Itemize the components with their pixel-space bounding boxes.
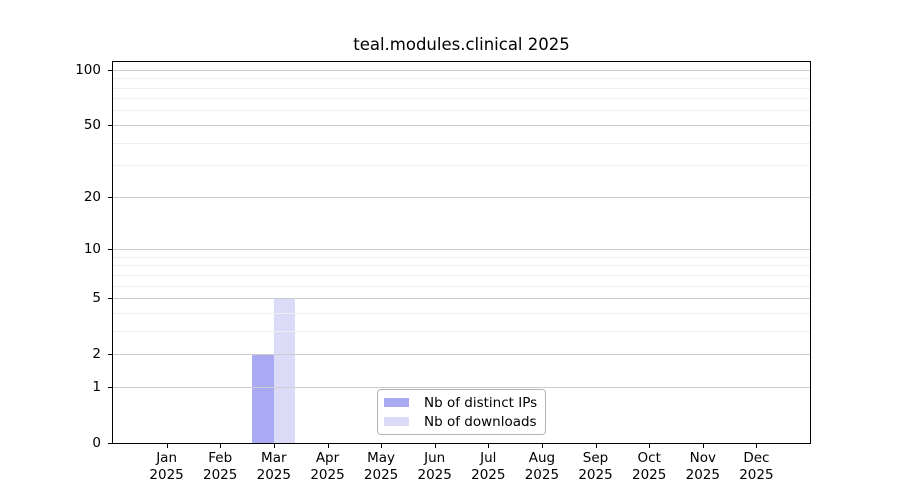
gridline-y-80 [113,87,810,89]
x-tick-label-may: May 2025 [363,450,399,483]
y-tick-label-10: 10 [83,241,101,257]
x-tick-label-mar: Mar 2025 [256,450,291,483]
gridline-y-7 [113,274,810,276]
x-tick-mark-oct [649,444,651,448]
y-tick-label-5: 5 [92,290,101,306]
x-tick-mark-mar [273,444,275,448]
gridline-y-5 [113,298,810,299]
gridline-y-4 [113,312,810,314]
chart-title: teal.modules.clinical 2025 [353,35,570,54]
gridline-y-100 [113,69,810,71]
x-tick-mark-dec [756,444,758,448]
y-tick-mark-5 [108,298,113,299]
x-tick-label-apr: Apr 2025 [310,450,345,483]
gridline-y-20 [113,196,810,198]
gridline-y-1 [113,386,810,388]
legend: Nb of distinct IPs Nb of downloads [377,389,546,435]
legend-label-downloads: Nb of downloads [424,413,537,430]
bar-nb-of-downloads-mar-2025 [273,298,296,443]
plot-area: Nb of distinct IPs Nb of downloads [112,61,811,444]
x-tick-label-sep: Sep 2025 [578,450,613,483]
y-tick-label-50: 50 [83,116,101,133]
y-tick-label-1: 1 [92,378,101,395]
x-tick-mark-feb [220,444,222,448]
y-tick-mark-1 [108,386,113,388]
gridline-y-2 [113,354,810,356]
x-tick-mark-jul [488,444,490,448]
y-tick-mark-50 [108,124,113,126]
x-tick-label-jun: Jun 2025 [417,450,452,483]
x-tick-mark-may [381,444,383,448]
y-tick-mark-0 [108,443,113,444]
y-tick-mark-20 [108,196,113,198]
y-tick-mark-100 [108,69,113,71]
x-tick-label-feb: Feb 2025 [203,450,238,483]
gridlines-layer [113,62,810,443]
legend-swatch-distinct-ips [384,398,409,407]
x-tick-mark-sep [595,444,597,448]
x-tick-label-aug: Aug 2025 [524,450,560,483]
x-tick-label-nov: Nov 2025 [685,450,720,483]
x-tick-mark-nov [702,444,704,448]
legend-entry-distinct-ips: Nb of distinct IPs [384,393,537,412]
x-tick-mark-jan [166,444,168,448]
bars-layer [113,62,810,443]
gridline-y-3 [113,330,810,332]
gridline-y-70 [113,98,810,100]
x-tick-label-jan: Jan 2025 [149,450,184,483]
legend-label-distinct-ips: Nb of distinct IPs [424,394,538,411]
y-tick-label-2: 2 [92,346,101,363]
gridline-y-9 [113,256,810,258]
x-tick-label-oct: Oct 2025 [632,450,667,483]
x-tick-label-jul: Jul 2025 [471,450,506,483]
y-tick-label-20: 20 [83,188,101,205]
gridline-y-50 [113,124,810,126]
x-tick-mark-jun [434,444,436,448]
gridline-y-90 [113,78,810,80]
x-tick-label-dec: Dec 2025 [739,450,774,483]
bar-nb-of-distinct-ips-mar-2025 [252,354,274,443]
gridline-y-30 [113,165,810,167]
gridline-y-40 [113,142,810,144]
legend-entry-downloads: Nb of downloads [384,412,537,431]
y-tick-mark-2 [108,354,113,356]
x-tick-mark-apr [327,444,329,448]
y-tick-mark-10 [108,249,113,250]
gridline-y-8 [113,265,810,267]
y-tick-label-100: 100 [75,61,101,78]
gridline-y-60 [113,110,810,112]
legend-swatch-downloads [384,417,409,426]
gridline-y-10 [113,249,810,250]
y-tick-label-0: 0 [92,435,101,451]
x-tick-mark-aug [541,444,543,448]
gridline-y-6 [113,285,810,287]
